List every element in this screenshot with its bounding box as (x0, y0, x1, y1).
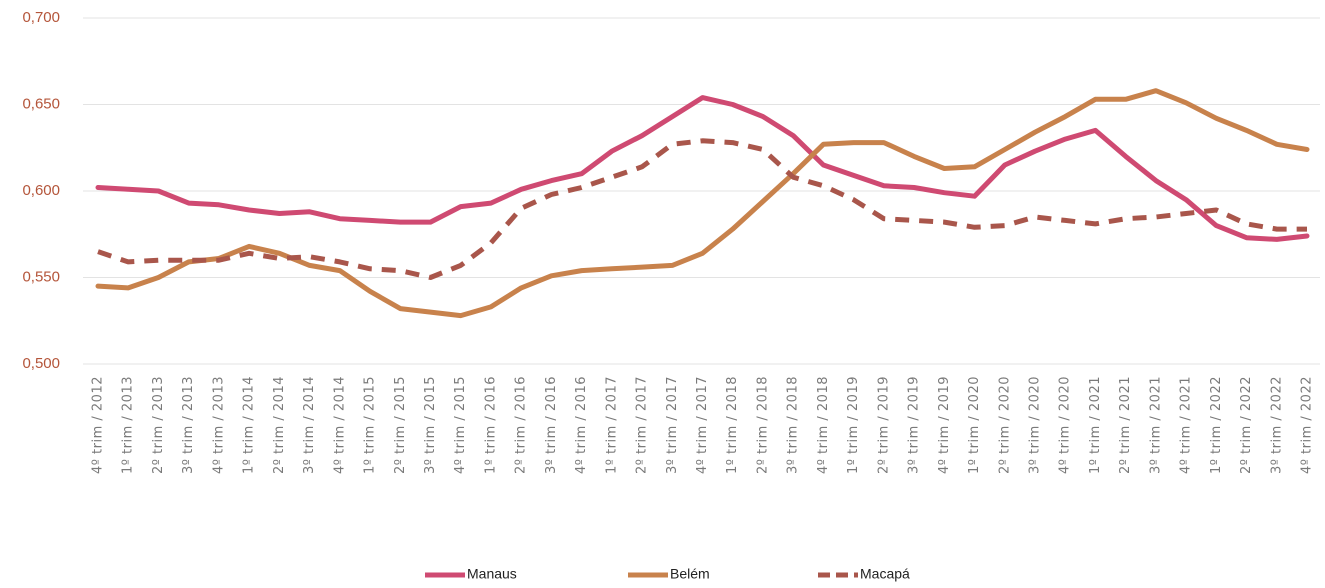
x-tick-label: 2º trim / 2017 (635, 376, 650, 474)
x-tick-label: 2º trim / 2022 (1239, 376, 1254, 474)
x-tick-label: 3º trim / 2017 (665, 376, 680, 474)
x-tick-label: 3º trim / 2014 (302, 376, 317, 474)
y-tick-label: 0,700 (22, 9, 60, 26)
x-tick-label: 1º trim / 2013 (121, 376, 136, 474)
x-tick-label: 1º trim / 2015 (363, 376, 378, 474)
x-tick-label: 1º trim / 2022 (1209, 376, 1224, 474)
y-tick-label: 0,600 (22, 182, 60, 199)
x-tick-label: 4º trim / 2013 (211, 376, 226, 474)
x-tick-label: 2º trim / 2014 (272, 376, 287, 474)
legend-label: Manaus (467, 566, 517, 582)
x-tick-label: 4º trim / 2015 (453, 376, 468, 474)
legend-label: Macapá (860, 566, 910, 582)
x-tick-label: 3º trim / 2022 (1269, 376, 1284, 474)
x-tick-label: 3º trim / 2013 (181, 376, 196, 474)
y-tick-label: 0,650 (22, 95, 60, 112)
x-tick-label: 2º trim / 2019 (876, 376, 891, 474)
x-tick-label: 3º trim / 2018 (786, 376, 801, 474)
x-tick-label: 1º trim / 2021 (1088, 376, 1103, 474)
x-tick-label: 4º trim / 2014 (332, 376, 347, 474)
x-tick-label: 1º trim / 2016 (483, 376, 498, 474)
x-tick-label: 2º trim / 2016 (514, 376, 529, 474)
series-line (95, 88, 1310, 319)
x-tick-label: 4º trim / 2016 (574, 376, 589, 474)
x-tick-label: 2º trim / 2021 (1118, 376, 1133, 474)
x-tick-label: 2º trim / 2015 (393, 376, 408, 474)
legend-label: Belém (670, 566, 710, 582)
x-tick-label: 1º trim / 2018 (725, 376, 740, 474)
x-tick-label: 3º trim / 2015 (423, 376, 438, 474)
x-tick-label: 1º trim / 2014 (242, 376, 257, 474)
x-tick-label: 4º trim / 2021 (1179, 376, 1194, 474)
x-tick-label: 2º trim / 2020 (997, 376, 1012, 474)
x-tick-label: 1º trim / 2017 (604, 376, 619, 474)
y-tick-label: 0,500 (22, 355, 60, 372)
x-tick-label: 4º trim / 2017 (695, 376, 710, 474)
x-tick-label: 3º trim / 2021 (1148, 376, 1163, 474)
x-tick-label: 1º trim / 2020 (967, 376, 982, 474)
x-tick-label: 2º trim / 2018 (755, 376, 770, 474)
series-line (97, 138, 1307, 280)
x-tick-label: 4º trim / 2018 (816, 376, 831, 474)
x-tick-label: 4º trim / 2020 (1058, 376, 1073, 474)
x-tick-label: 4º trim / 2012 (91, 376, 106, 474)
x-tick-label: 4º trim / 2019 (937, 376, 952, 474)
x-tick-label: 3º trim / 2016 (544, 376, 559, 474)
series-line (95, 95, 1310, 242)
x-tick-label: 4º trim / 2022 (1300, 376, 1315, 474)
x-tick-label: 3º trim / 2020 (1027, 376, 1042, 474)
x-tick-label: 1º trim / 2019 (846, 376, 861, 474)
x-tick-label: 2º trim / 2013 (151, 376, 166, 474)
y-tick-label: 0,550 (22, 268, 60, 285)
x-tick-label: 3º trim / 2019 (907, 376, 922, 474)
